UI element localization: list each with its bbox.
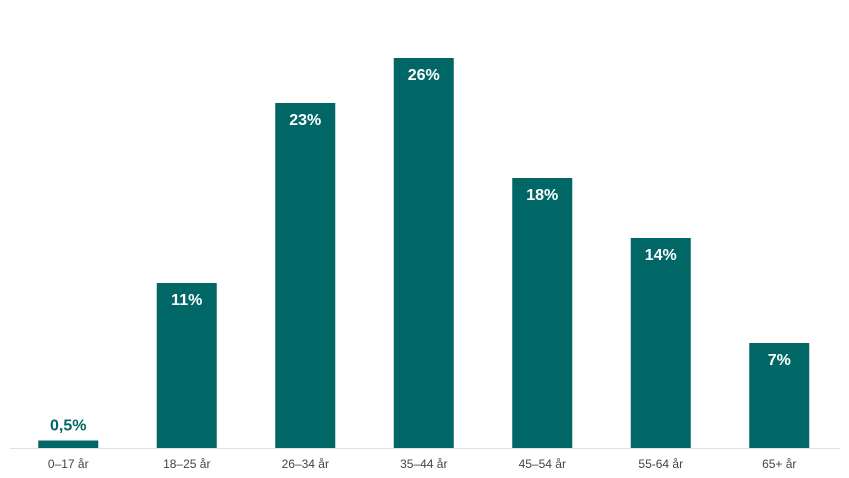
bar [156,283,217,448]
value-label: 11% [171,292,202,309]
value-label: 18% [526,187,558,204]
value-label: 23% [289,112,321,129]
x-tick-label: 35–44 år [400,457,447,471]
bar [38,440,99,448]
x-tick-label: 18–25 år [163,457,210,471]
x-tick-label: 26–34 år [282,457,329,471]
bar [749,343,810,448]
x-tick-label: 65+ år [762,457,796,471]
bar [512,178,573,448]
bar [630,238,691,448]
bar [393,58,454,448]
x-tick-label: 45–54 år [519,457,566,471]
value-label: 0,5% [50,418,86,435]
x-tick-label: 0–17 år [48,457,89,471]
bar [275,103,336,448]
value-label: 14% [645,247,677,264]
value-label: 7% [768,352,791,369]
value-label: 26% [408,67,440,84]
x-tick-label: 55-64 år [638,457,683,471]
